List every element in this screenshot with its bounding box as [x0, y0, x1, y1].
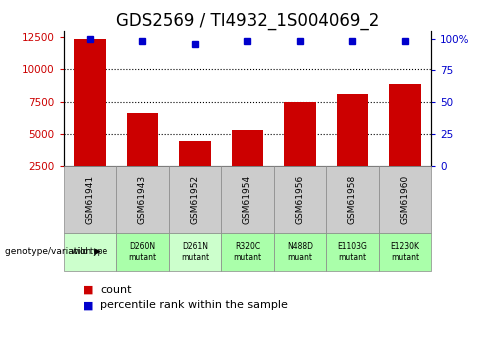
- Text: GSM61958: GSM61958: [348, 175, 357, 224]
- Bar: [74, 39, 106, 166]
- Bar: [179, 141, 211, 166]
- Text: ■: ■: [83, 300, 94, 310]
- Text: N488D
muant: N488D muant: [287, 242, 313, 262]
- Bar: [337, 94, 368, 166]
- Text: count: count: [100, 285, 132, 295]
- Text: wild type: wild type: [73, 247, 107, 256]
- Bar: [232, 130, 263, 166]
- Text: GSM61956: GSM61956: [295, 175, 304, 224]
- Text: E1230K
mutant: E1230K mutant: [391, 242, 419, 262]
- Text: GSM61941: GSM61941: [85, 175, 95, 224]
- Text: GSM61952: GSM61952: [191, 175, 199, 224]
- Text: genotype/variation ▶: genotype/variation ▶: [5, 247, 101, 256]
- Text: GSM61954: GSM61954: [243, 175, 252, 224]
- Text: percentile rank within the sample: percentile rank within the sample: [100, 300, 288, 310]
- Bar: [389, 83, 421, 166]
- Bar: [284, 101, 316, 166]
- Text: R320C
mutant: R320C mutant: [233, 242, 262, 262]
- Bar: [127, 113, 158, 166]
- Title: GDS2569 / TI4932_1S004069_2: GDS2569 / TI4932_1S004069_2: [116, 12, 379, 30]
- Text: GSM61943: GSM61943: [138, 175, 147, 224]
- Text: D261N
mutant: D261N mutant: [181, 242, 209, 262]
- Text: ■: ■: [83, 285, 94, 295]
- Text: GSM61960: GSM61960: [400, 175, 410, 224]
- Text: D260N
mutant: D260N mutant: [128, 242, 156, 262]
- Text: E1103G
mutant: E1103G mutant: [338, 242, 368, 262]
